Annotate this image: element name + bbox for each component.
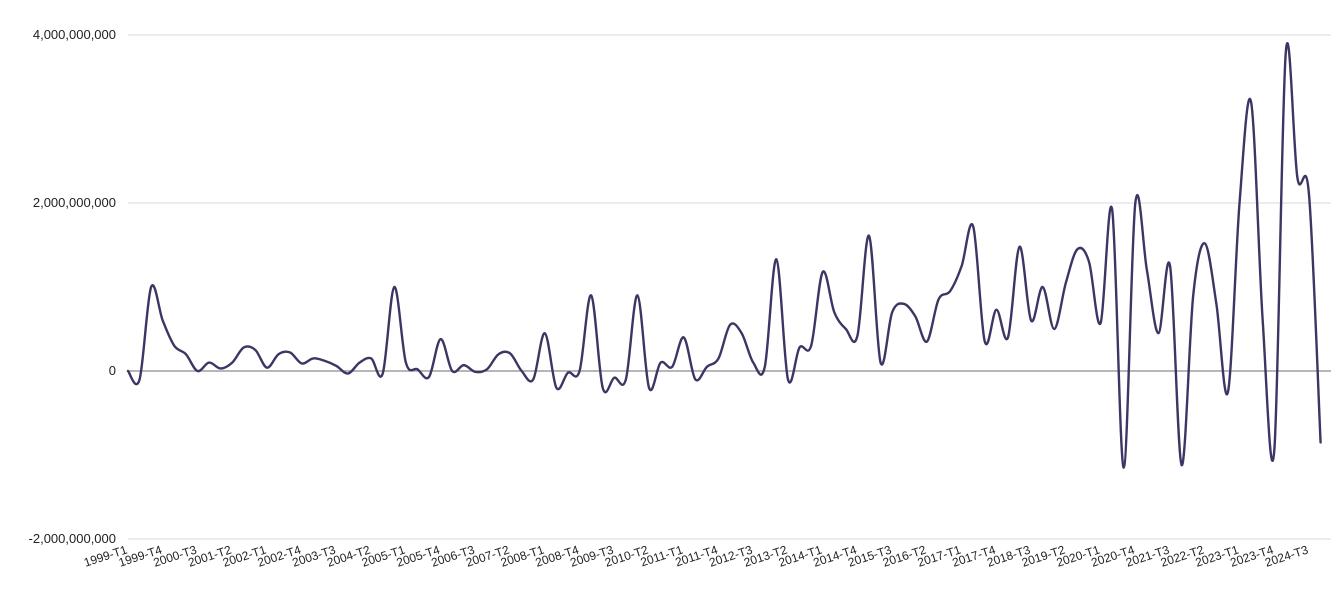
series-line-0 [126, 41, 1322, 469]
y-tick-label: 2,000,000,000 [33, 195, 116, 210]
y-axis-tick-labels: -2,000,000,000 0 2,000,000,000 4,000,000,00… [29, 27, 116, 546]
y-tick-label: 0 [109, 363, 116, 378]
gridlines [128, 34, 1331, 540]
x-axis-tick-labels: 1999-T11999-T42000-T32001-T22002-T12002-… [82, 542, 1310, 569]
y-tick-label: -2,000,000,000 [29, 531, 116, 546]
y-tick-label: 4,000,000,000 [33, 27, 116, 42]
series-lines [126, 41, 1322, 469]
